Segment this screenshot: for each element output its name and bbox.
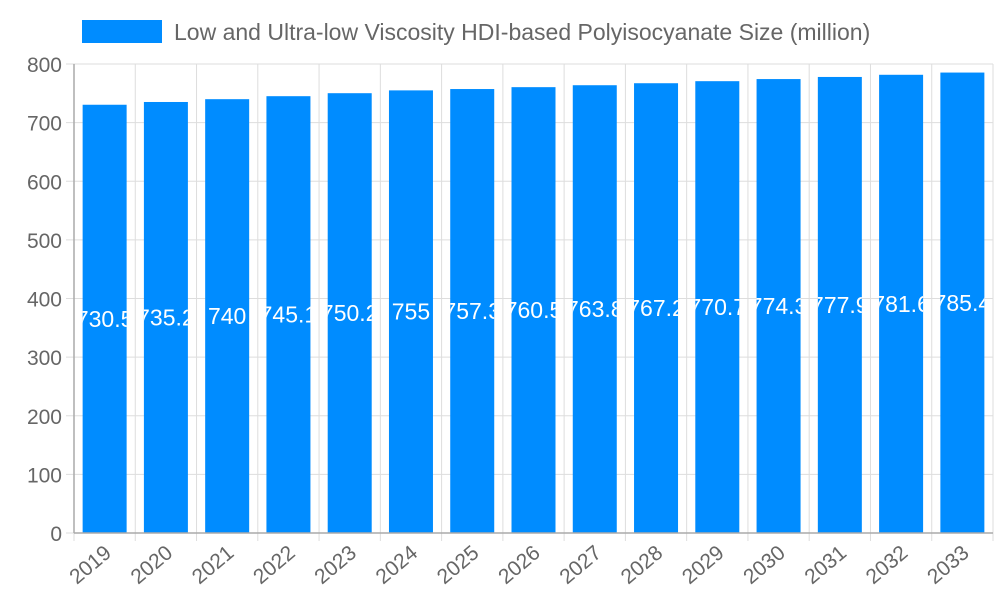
bar-value-label: 767.2 (627, 295, 685, 321)
x-tick-label: 2032 (862, 541, 913, 589)
bar[interactable] (266, 96, 311, 534)
bar[interactable] (511, 87, 556, 534)
y-tick-label: 800 (27, 54, 62, 77)
bar-value-label: 750.2 (321, 300, 379, 326)
bar[interactable] (388, 90, 433, 533)
bar-value-label: 740 (208, 303, 246, 329)
y-tick-label: 700 (27, 113, 62, 136)
x-tick-label: 2021 (188, 541, 239, 589)
bar[interactable] (817, 76, 862, 534)
y-tick-label: 300 (27, 347, 62, 370)
x-tick-label: 2022 (249, 541, 300, 589)
y-tick-label: 0 (50, 523, 62, 546)
bar-value-label: 774.3 (750, 293, 808, 319)
bar-value-label: 757.3 (443, 298, 501, 324)
bar-value-label: 777.9 (811, 292, 869, 318)
y-tick-label: 200 (27, 406, 62, 429)
bar[interactable] (879, 74, 924, 534)
bar[interactable] (756, 79, 801, 534)
y-tick-label: 500 (27, 230, 62, 253)
bar[interactable] (143, 101, 188, 533)
x-tick-label: 2033 (923, 541, 974, 589)
y-tick-label: 100 (27, 464, 62, 487)
bar[interactable] (205, 99, 250, 534)
x-tick-label: 2026 (494, 541, 545, 589)
bar-value-label: 760.5 (505, 297, 563, 323)
x-tick-label: 2031 (800, 541, 851, 589)
bar-value-label: 763.8 (566, 296, 624, 322)
bar-value-label: 735.2 (137, 304, 195, 330)
bar-value-label: 781.6 (872, 291, 930, 317)
x-tick-label: 2024 (372, 541, 423, 589)
y-tick-label: 600 (27, 171, 62, 194)
bar-value-label: 745.1 (260, 302, 318, 328)
bar[interactable] (327, 93, 372, 533)
bar-value-label: 770.7 (689, 294, 747, 320)
x-tick-label: 2023 (310, 541, 361, 589)
x-tick-label: 2019 (65, 541, 116, 589)
bar[interactable] (450, 89, 495, 534)
bar[interactable] (940, 72, 985, 533)
legend-label[interactable]: Low and Ultra-low Viscosity HDI-based Po… (174, 19, 870, 45)
bar-value-label: 755 (392, 299, 430, 325)
bar[interactable] (572, 85, 617, 533)
x-tick-label: 2027 (555, 541, 606, 589)
x-tick-label: 2028 (617, 541, 668, 589)
bar[interactable] (695, 81, 740, 533)
x-tick-label: 2029 (678, 541, 729, 589)
x-tick-label: 2020 (127, 541, 178, 589)
bar-value-label: 785.4 (934, 290, 992, 316)
legend-swatch[interactable] (82, 20, 162, 43)
x-tick-label: 2030 (739, 541, 790, 589)
bar[interactable] (82, 104, 127, 533)
y-tick-label: 400 (27, 289, 62, 312)
bar-value-label: 730.5 (76, 306, 134, 332)
bar[interactable] (634, 83, 679, 533)
x-tick-label: 2025 (433, 541, 484, 589)
